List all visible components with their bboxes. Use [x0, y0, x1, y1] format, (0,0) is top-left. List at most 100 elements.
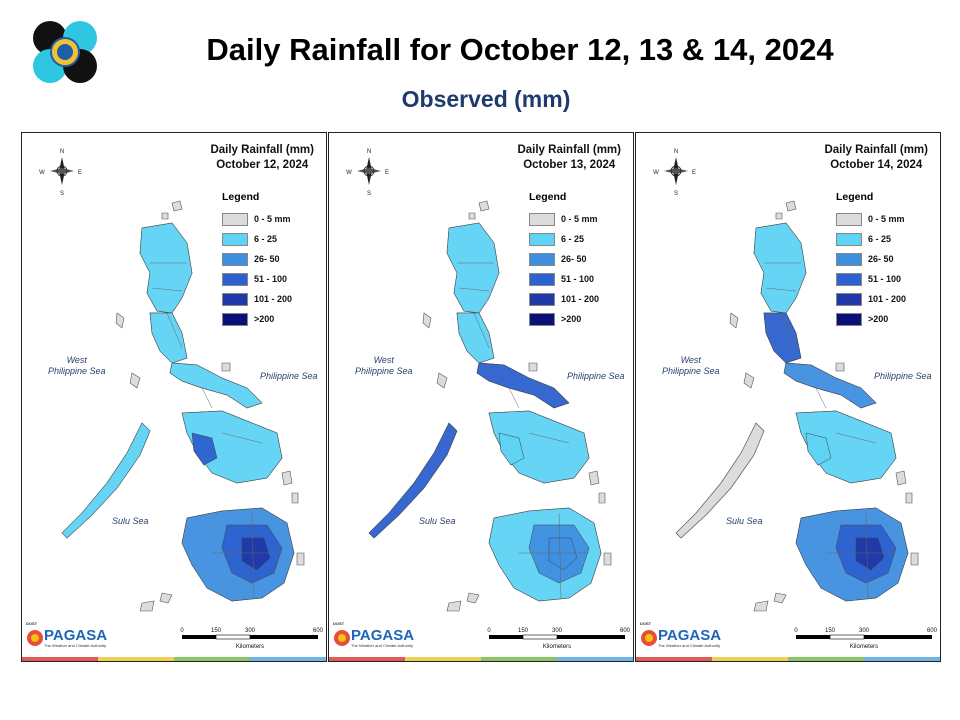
- dost-label: DOST: [640, 621, 652, 626]
- sea-label-sulu: Sulu Sea: [112, 516, 149, 526]
- small-island: [468, 212, 476, 220]
- color-strip-segment: [174, 657, 250, 661]
- province-boundary: [473, 312, 490, 349]
- legend-item: 0 - 5 mm: [529, 209, 599, 229]
- legend-item: 6 - 25: [836, 229, 906, 249]
- legend-swatch: [222, 292, 248, 306]
- legend-label: 51 - 100: [868, 274, 902, 284]
- province-boundary: [815, 387, 827, 409]
- land-palawan: [675, 422, 765, 539]
- compass-rose-icon: N S E W: [653, 149, 696, 197]
- legend: Legend 0 - 5 mm 6 - 25 26- 50 51 - 100 101 - …: [529, 191, 599, 329]
- rain-zone-luzon-south: [783, 362, 877, 409]
- province-boundary: [780, 312, 797, 349]
- legend-swatch: [222, 212, 248, 226]
- color-strip-segment: [557, 657, 633, 661]
- small-island: [139, 600, 155, 612]
- color-strip-segment: [329, 657, 405, 661]
- agency-tagline: The Weather and Climate Authority: [351, 643, 414, 648]
- legend-label: 26- 50: [868, 254, 894, 264]
- scale-segment: [489, 635, 523, 639]
- legend-item: >200: [222, 309, 292, 329]
- rainfall-map: N S E W 0 150 300 600 Kilometers: [39, 149, 324, 650]
- scale-tick-label: 150: [518, 628, 529, 634]
- legend-label: 6 - 25: [254, 234, 278, 244]
- scale-segment: [250, 635, 318, 639]
- rain-zone-luzon-central: [149, 312, 188, 364]
- scale-tick-label: 600: [313, 628, 324, 634]
- scale-unit-label: Kilometers: [236, 644, 264, 650]
- legend-label: 101 - 200: [868, 294, 907, 304]
- legend: Legend 0 - 5 mm 6 - 25 26- 50 51 - 100 101 - …: [222, 191, 292, 329]
- color-strip-segment: [22, 657, 98, 661]
- rainfall-map: N S E W 0 150 300 600 Kilometers: [653, 149, 938, 650]
- pagasa-emblem-icon: [27, 630, 43, 646]
- pagasa-logo: DOST PAGASA The Weather and Climate Author…: [333, 619, 415, 653]
- legend-swatch: [222, 232, 248, 246]
- province-boundary: [221, 432, 263, 444]
- compass-rose-icon: N S E W: [39, 149, 82, 197]
- color-strip: [329, 657, 633, 661]
- legend-item: 0 - 5 mm: [222, 209, 292, 229]
- agency-name: PAGASA: [658, 627, 722, 644]
- page-subtitle: Observed (mm): [401, 86, 571, 112]
- map-date: October 14, 2024: [830, 159, 923, 171]
- compass-e-label: E: [692, 170, 696, 176]
- map-title: Daily Rainfall (mm) October 14, 2024: [824, 143, 928, 173]
- legend-swatch: [529, 252, 555, 266]
- compass-ring: [363, 165, 375, 177]
- small-island: [159, 592, 173, 604]
- compass-ring: [670, 165, 682, 177]
- legend-label: 101 - 200: [254, 294, 293, 304]
- scale-tick-label: 300: [245, 628, 256, 634]
- province-boundary: [166, 312, 183, 349]
- map-panel-oct14: N S E W 0 150 300 600 Kilometers Daily Rainfall …: [635, 132, 941, 662]
- rain-zone-luzon-central: [456, 312, 495, 364]
- legend-label: 26- 50: [561, 254, 587, 264]
- compass-w-label: W: [39, 170, 45, 176]
- scale-unit-label: Kilometers: [850, 644, 878, 650]
- small-island: [291, 492, 299, 504]
- rain-zone-mindanao-center: [855, 537, 885, 571]
- legend-item: 6 - 25: [529, 229, 599, 249]
- scale-tick-label: 300: [552, 628, 563, 634]
- legend-swatch: [222, 252, 248, 266]
- scale-segment: [215, 634, 251, 640]
- color-strip-segment: [98, 657, 174, 661]
- color-strip-segment: [250, 657, 326, 661]
- compass-w-label: W: [653, 170, 659, 176]
- small-island: [171, 200, 183, 212]
- small-island: [785, 200, 797, 212]
- scale-bar: 0 150 300 600 Kilometers: [487, 628, 630, 650]
- small-island: [129, 372, 141, 389]
- scale-unit-label: Kilometers: [543, 644, 571, 650]
- legend-item: 26- 50: [529, 249, 599, 269]
- color-strip: [22, 657, 326, 661]
- legend-swatch: [529, 272, 555, 286]
- dost-label: DOST: [26, 621, 38, 626]
- scale-segment: [796, 635, 830, 639]
- legend-item: 26- 50: [222, 249, 292, 269]
- scale-bar: 0 150 300 600 Kilometers: [794, 628, 937, 650]
- scale-tick-label: 600: [620, 628, 631, 634]
- map-panel-oct13: N S E W 0 150 300 600 Kilometers Daily Rainfall …: [328, 132, 634, 662]
- scale-bar: 0 150 300 600 Kilometers: [180, 628, 323, 650]
- legend-item: 0 - 5 mm: [836, 209, 906, 229]
- legend-title: Legend: [529, 191, 567, 203]
- small-island: [161, 212, 169, 220]
- agency-name: PAGASA: [44, 627, 108, 644]
- province-boundary: [558, 512, 562, 599]
- color-strip-segment: [405, 657, 481, 661]
- small-island: [753, 600, 769, 612]
- province-boundary: [765, 287, 797, 292]
- legend-label: 51 - 100: [561, 274, 595, 284]
- small-island: [436, 372, 448, 389]
- legend-swatch: [836, 252, 862, 266]
- legend-item: >200: [529, 309, 599, 329]
- legend-label: >200: [254, 314, 275, 324]
- rain-zone-visayas-central: [498, 432, 525, 466]
- map-date: October 13, 2024: [523, 159, 616, 171]
- legend-swatch: [529, 312, 555, 326]
- legend-item: 101 - 200: [222, 289, 292, 309]
- map-title-label: Daily Rainfall (mm): [210, 144, 314, 156]
